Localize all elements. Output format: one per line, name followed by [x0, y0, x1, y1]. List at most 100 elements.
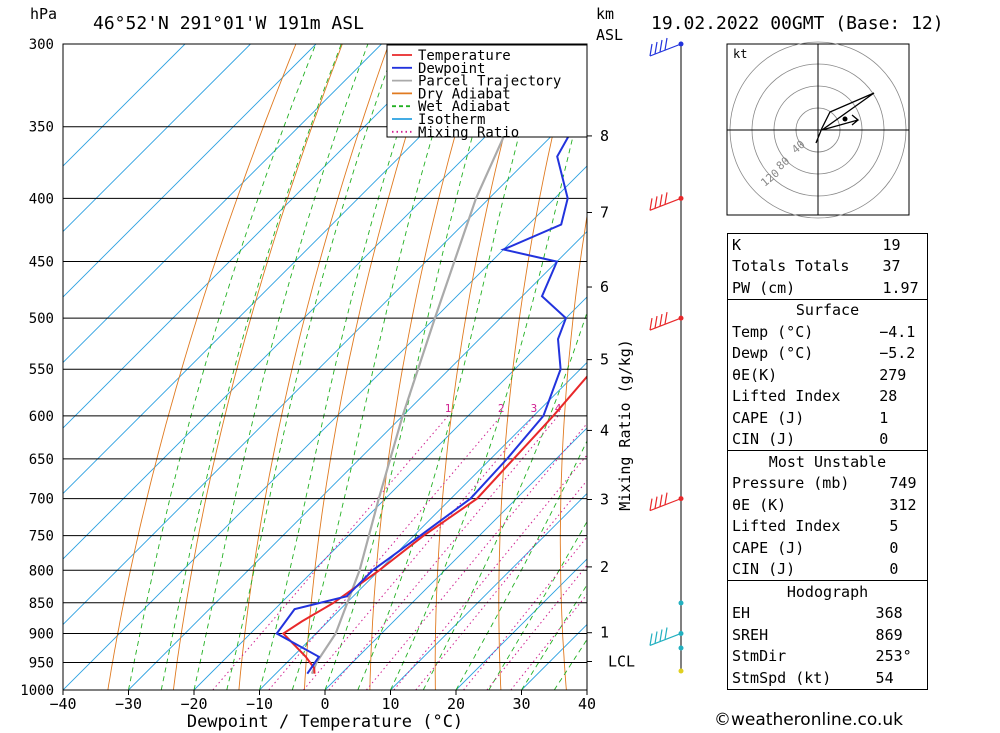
surface-value: 279 [879, 365, 907, 384]
credit-link[interactable]: ©weatheronline.co.uk [714, 710, 904, 730]
isotherm-line [63, 44, 251, 233]
surface-row: CIN (J) 0 [728, 429, 927, 451]
x-tick-label: 40 [578, 695, 596, 713]
dry-adiabat-line [498, 44, 575, 690]
legend-label: Isotherm [418, 112, 485, 128]
surface-row: Lifted Index 28 [728, 386, 927, 408]
unstable-label: CAPE (J) [732, 538, 805, 557]
legend-label: Parcel Trajectory [418, 74, 561, 90]
parcel-trajectory-line [310, 44, 547, 675]
wet-adiabat-line [226, 44, 397, 690]
height-unit-asl: ASL [596, 26, 623, 44]
surface-value: 1 [879, 408, 889, 427]
mixing-ratio-line [328, 415, 559, 690]
most-unstable-title: Most Unstable [768, 452, 887, 471]
isotherm-line [63, 44, 317, 298]
isotherm-line [63, 165, 587, 690]
hodograph-title: Hodograph [786, 582, 869, 601]
mixing-ratio-line [463, 536, 587, 690]
wind-level-dot [678, 645, 684, 651]
surface-value: 0 [879, 430, 889, 449]
surface-row: Dewp (°C) −5.2 [728, 343, 927, 365]
general-row: PW (cm) 1.97 [728, 277, 927, 299]
unstable-value: 312 [889, 495, 917, 514]
surface-label: Dewp (°C) [732, 344, 814, 363]
height-unit-km: km [596, 5, 614, 23]
hodo-row: SREH 869 [728, 624, 927, 646]
surface-value: −4.1 [879, 322, 916, 341]
surface-label: CAPE (J) [732, 408, 805, 427]
x-axis-label: Dewpoint / Temperature (°C) [187, 712, 463, 732]
hodograph-indices-section: Hodograph EH 368 SREH 869 StmDir 253° StmSpd (… [727, 580, 928, 690]
pressure-tick-label: 1000 [20, 683, 54, 699]
isotherm-line [128, 230, 587, 690]
height-tick-label: 6 [600, 278, 609, 296]
wind-level-dot [678, 600, 684, 606]
wet-adiabat-line [291, 44, 462, 690]
dry-adiabat-line [678, 44, 714, 690]
mixing-ratio-label: 2 [498, 402, 505, 415]
unstable-row: Pressure (mb) 749 [728, 473, 927, 495]
wet-adiabat-line [193, 44, 369, 690]
dewpoint-line [275, 91, 587, 675]
isotherm-line [63, 44, 579, 560]
mixing-ratio-line [486, 564, 587, 690]
wind-level-dot [678, 668, 684, 674]
height-tick-label: 7 [600, 203, 609, 221]
hodo-label: StmSpd (kt) [732, 668, 832, 687]
general-row: Totals Totals 37 [728, 256, 927, 278]
mixing-ratio-label: 20 [700, 402, 713, 415]
mixing-ratio-line [303, 415, 535, 690]
general-label: K [732, 235, 742, 254]
unstable-label: Lifted Index [732, 517, 841, 536]
x-tick-label: 10 [381, 695, 399, 713]
wet-adiabat-line [128, 44, 317, 690]
pressure-tick-label: 950 [29, 655, 54, 671]
height-tick-label: LCL [608, 653, 635, 671]
height-tick-label: 8 [600, 127, 609, 145]
isotherm-line [259, 361, 587, 690]
height-tick-label: 3 [600, 490, 609, 508]
general-indices-section: K 19 Totals Totals 37 PW (cm) 1.97 [727, 233, 928, 299]
pressure-tick-label: 400 [29, 191, 54, 207]
hodograph-trace [815, 92, 875, 144]
x-tick-label: 0 [320, 695, 329, 713]
surface-label: CIN (J) [732, 430, 796, 449]
plot-frame [62, 43, 588, 691]
pressure-tick-label: 300 [29, 37, 54, 53]
hodograph-unit-label: kt [733, 47, 747, 61]
surface-section: Surface Temp (°C) −4.1 Dewp (°C) −5.2 θE(K) 2… [727, 298, 928, 451]
legend-label: Mixing Ratio [418, 125, 519, 141]
unstable-row: CIN (J) 0 [728, 559, 927, 581]
x-tick-label: −30 [115, 695, 142, 713]
isotherm-line [63, 44, 186, 167]
mixing-ratio-label: 10 [633, 402, 646, 415]
legend-label: Wet Adiabat [418, 99, 511, 115]
wind-barb [649, 37, 682, 57]
height-tick-label: 2 [600, 558, 609, 576]
height-tick-label: 4 [600, 421, 609, 439]
pressure-tick-label: 750 [29, 529, 54, 545]
wind-barb [649, 311, 682, 331]
pressure-tick-label: 900 [29, 626, 54, 642]
surface-label: θE(K) [732, 365, 778, 384]
hodo-row: StmDir 253° [728, 646, 927, 668]
wet-adiabat-line [324, 44, 500, 690]
wind-barb [649, 492, 682, 512]
hodo-row: StmSpd (kt) 54 [728, 667, 927, 689]
isotherm-line [63, 44, 448, 429]
surface-row: CAPE (J) 1 [728, 407, 927, 429]
hodo-row: EH 368 [728, 603, 927, 625]
unstable-row: CAPE (J) 0 [728, 537, 927, 559]
unstable-label: CIN (J) [732, 560, 796, 579]
general-label: Totals Totals [732, 257, 850, 276]
legend-label: Temperature [418, 48, 511, 64]
surface-value: −5.2 [879, 344, 916, 363]
mixing-ratio-line [268, 415, 502, 690]
surface-row: θE(K) 279 [728, 364, 927, 386]
unstable-value: 0 [889, 538, 899, 557]
isotherm-line [193, 296, 587, 690]
unstable-value: 0 [889, 560, 899, 579]
